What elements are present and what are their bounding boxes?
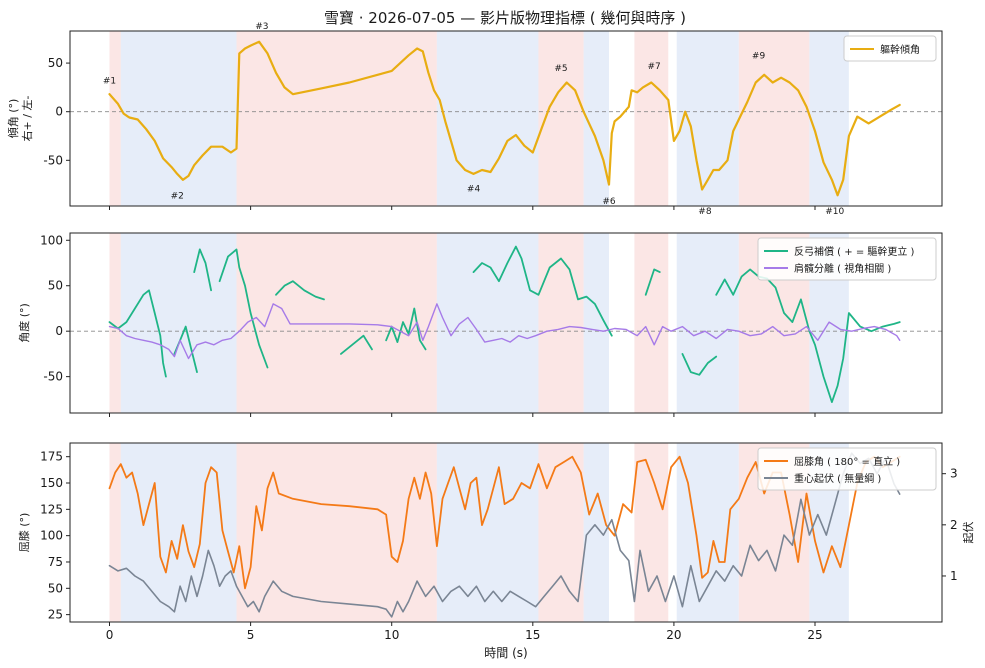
y-axis-label: 屈膝 (°) <box>18 513 31 553</box>
chart-title: 雪寶 · 2026-07-05 — 影片版物理指標 ( 幾何與時序 ) <box>324 9 686 27</box>
x-axis-label: 時間 (s) <box>484 646 527 660</box>
peak-annotation: #5 <box>554 64 567 74</box>
y-tick-label: 0 <box>55 324 63 338</box>
series-line-knee <box>108 455 901 590</box>
legend: 軀幹傾角 <box>843 35 937 62</box>
y-tick-label: 175 <box>40 450 63 464</box>
y2-tick-label: 3 <box>950 467 958 481</box>
axes-frame <box>69 232 943 414</box>
legend-box <box>757 237 937 281</box>
phase-band <box>236 443 437 622</box>
legend-label: 重心起伏 ( 無量綱 ) <box>794 472 881 485</box>
phase-band <box>634 31 669 206</box>
x-tick-label: 15 <box>525 628 540 642</box>
phase-band <box>809 31 849 206</box>
y-tick-label: 75 <box>48 555 63 569</box>
series-line-counter <box>108 289 167 378</box>
legend: 反弓補償 ( + = 驅幹更立 ) 肩髖分離 ( 視角相關 ) <box>757 237 937 281</box>
y-axis-label: 角度 (°) <box>17 303 31 343</box>
phase-band <box>538 233 584 413</box>
x-tick-label: 0 <box>106 628 114 642</box>
axes-frame <box>69 442 943 623</box>
phase-band <box>676 443 739 622</box>
series-line-counter <box>340 334 373 355</box>
y2-axis-label: 起伏 <box>961 522 975 544</box>
peak-annotation: #9 <box>752 51 766 61</box>
y-tick-label: 0 <box>55 105 63 119</box>
series-group <box>108 452 901 618</box>
y-tick-label: -50 <box>43 370 63 384</box>
phase-band <box>436 233 539 413</box>
x-tick-label: 10 <box>384 628 399 642</box>
panel-joint-angles: -50 0 50 100 角度 (°) 反弓補償 ( + = 驅幹更立 ) 肩髖分離 ( 視… <box>17 232 943 417</box>
peak-annotation: #7 <box>648 62 661 72</box>
panel-trunk-tilt: -50 0 50 傾角 (°) 右+ / 左- #1 #2 #3 #4 #5 #6 #7 #8 #9 #10… <box>6 22 943 217</box>
y-tick-label: 100 <box>40 529 63 543</box>
peak-annotation: #10 <box>825 207 844 217</box>
y2-tick-label: 2 <box>950 518 958 532</box>
series-line-counter <box>218 248 269 369</box>
series-line-shoulder <box>108 303 901 360</box>
series-line-tilt <box>108 40 901 197</box>
y-axis-sublabel: 右+ / 左- <box>20 96 34 142</box>
y-tick-label: 100 <box>40 233 63 247</box>
legend: 屈膝角 ( 180° = 直立 ) 重心起伏 ( 無量綱 ) <box>757 447 937 491</box>
peak-annotation: #4 <box>467 185 481 195</box>
phase-band <box>120 233 237 413</box>
series-group <box>108 245 901 403</box>
y-tick-label: 50 <box>48 56 63 70</box>
y-tick-label: 50 <box>48 581 63 595</box>
y-tick-label: 125 <box>40 502 63 516</box>
peak-annotation: #1 <box>103 77 116 87</box>
series-line-counter <box>193 248 212 292</box>
axes-frame <box>69 30 943 207</box>
series-line-counter <box>385 307 427 351</box>
phase-band <box>109 233 121 413</box>
series-line-counter <box>275 280 325 301</box>
series-line-counter <box>681 353 718 376</box>
series-group <box>108 40 901 197</box>
legend-box <box>843 35 937 62</box>
series-line-counter <box>644 268 661 296</box>
y-tick-label: -50 <box>43 153 63 167</box>
peak-annotation: #3 <box>255 22 268 32</box>
legend-box <box>757 447 937 491</box>
x-tick-label: 25 <box>807 628 822 642</box>
legend-label: 屈膝角 ( 180° = 直立 ) <box>794 455 900 468</box>
y-tick-label: 150 <box>40 476 63 490</box>
phase-band <box>738 31 810 206</box>
phase-band <box>109 31 121 206</box>
peak-annotation: #6 <box>602 197 616 207</box>
y-tick-label: 50 <box>48 279 63 293</box>
legend-label: 反弓補償 ( + = 驅幹更立 ) <box>794 245 915 258</box>
x-tick-label: 20 <box>666 628 681 642</box>
y-axis-label: 傾角 (°) <box>6 99 20 139</box>
panel-knee-and-com: 25 50 75 100 125 150 175 1 2 3 0 5 10 15 20 25 屈膝 (°) 起伏 屈… <box>18 442 975 642</box>
phase-band <box>436 443 539 622</box>
phase-band <box>109 443 121 622</box>
series-line-com <box>108 452 901 618</box>
legend-label: 肩髖分離 ( 視角相關 ) <box>794 262 891 275</box>
peak-annotation: #2 <box>171 191 184 201</box>
phase-band <box>676 233 739 413</box>
legend-label: 軀幹傾角 <box>880 43 920 56</box>
peak-annotation: #8 <box>698 207 712 217</box>
x-tick-label: 5 <box>247 628 255 642</box>
phase-band <box>436 31 539 206</box>
phase-band <box>634 233 669 413</box>
y-tick-label: 25 <box>48 608 63 622</box>
series-line-counter <box>472 245 613 337</box>
phase-band <box>538 443 584 622</box>
y2-tick-label: 1 <box>950 569 958 583</box>
